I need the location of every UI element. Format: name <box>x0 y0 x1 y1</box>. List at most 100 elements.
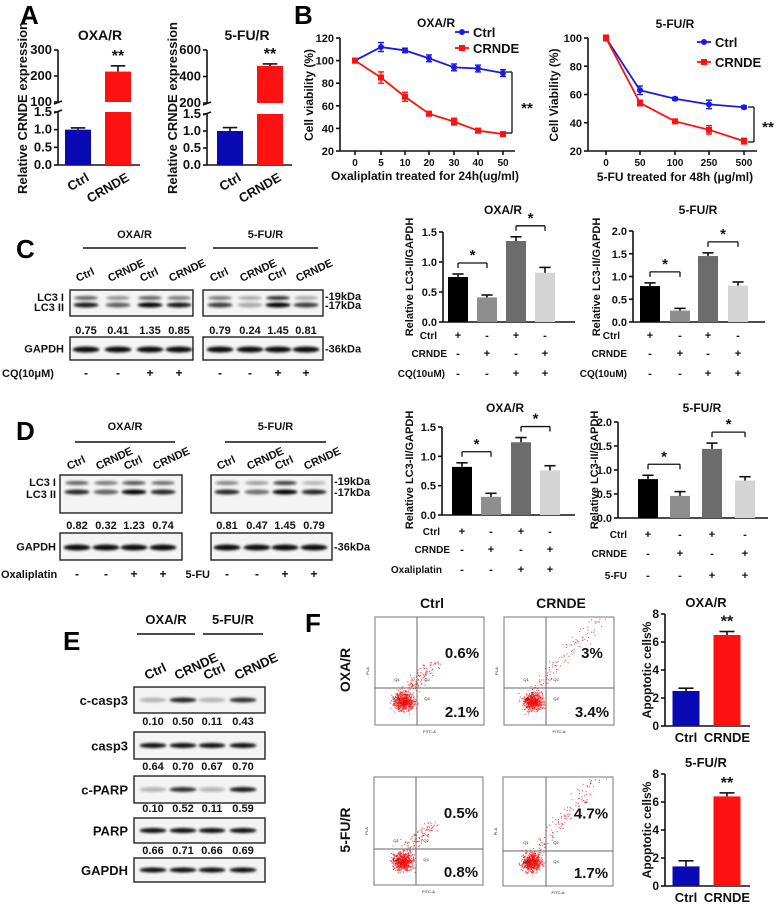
flow-event-dot <box>392 704 394 706</box>
flow-event-dot <box>532 860 534 862</box>
condition-mark: - <box>456 348 460 360</box>
flow-event-dot <box>580 628 582 630</box>
gate-label: Q4 <box>553 696 559 701</box>
chart-title: 5-FU/R <box>656 17 695 31</box>
flow-event-dot <box>405 841 407 843</box>
flow-event-dot <box>533 701 535 703</box>
flow-event-dot <box>398 707 400 709</box>
flow-event-dot <box>396 866 398 868</box>
lane-label: CRNDE <box>302 445 343 472</box>
flow-event-dot <box>541 691 543 693</box>
protein-band <box>229 787 257 792</box>
flow-event-dot <box>436 661 438 663</box>
flow-event-dot <box>399 853 401 855</box>
flow-event-dot <box>539 702 541 704</box>
flow-event-dot <box>404 706 406 708</box>
flow-event-dot <box>403 695 405 697</box>
series-crnde <box>603 34 747 145</box>
flow-event-dot <box>409 704 411 706</box>
protein-band <box>169 867 197 873</box>
flow-event-dot <box>404 866 406 868</box>
condition-mark: + <box>645 529 651 541</box>
flow-event-dot <box>531 705 533 707</box>
flow-event-dot <box>537 863 539 865</box>
series-crnde <box>352 57 506 138</box>
flow-event-dot <box>399 706 401 708</box>
flow-event-dot <box>536 708 538 710</box>
flow-event-dot <box>426 672 428 674</box>
bar <box>670 495 690 518</box>
protein-band <box>198 743 226 748</box>
flow-event-dot <box>415 676 417 678</box>
x-tick-label: 5 <box>378 158 384 169</box>
x-category-label: CRNDE <box>84 169 132 205</box>
flow-event-dot <box>400 696 402 698</box>
flow-event-dot <box>423 668 425 670</box>
flow-event-dot <box>400 691 402 693</box>
flow-event-dot <box>394 869 396 871</box>
condition-label: 5-FU <box>605 571 627 582</box>
flow-event-dot <box>527 869 529 871</box>
flow-event-dot <box>395 693 397 695</box>
flow-event-dot <box>398 857 400 859</box>
flow-event-dot <box>557 660 559 662</box>
flow-event-dot <box>537 698 539 700</box>
flow-event-dot <box>418 684 420 686</box>
flow-event-dot <box>403 843 405 845</box>
flow-event-dot <box>542 863 544 865</box>
flow-event-dot <box>408 698 410 700</box>
flow-event-dot <box>396 858 398 860</box>
chart-title: 5-FU/R <box>683 401 722 415</box>
flow-event-dot <box>543 865 545 867</box>
y-tick-label: 120 <box>316 33 334 45</box>
marker-36kda: -36kDa <box>325 344 362 356</box>
flow-event-dot <box>398 868 400 870</box>
flow-event-dot <box>398 866 400 868</box>
flow-event-dot <box>532 693 534 695</box>
flow-event-dot <box>523 864 525 866</box>
flow-event-dot <box>533 860 535 862</box>
y-tick-label: 300 <box>30 42 52 57</box>
flow-event-dot <box>533 692 535 694</box>
flow-event-dot <box>530 696 532 698</box>
flow-event-dot <box>406 869 408 871</box>
flow-event-dot <box>407 846 409 848</box>
flow-event-dot <box>396 854 398 856</box>
flow-event-dot <box>402 706 404 708</box>
treatment-mark: - <box>116 366 120 380</box>
panel-label-e: E <box>63 626 80 656</box>
flow-event-dot <box>402 691 404 693</box>
flow-event-dot <box>529 696 531 698</box>
flow-event-dot <box>525 699 527 701</box>
condition-mark: - <box>678 330 682 342</box>
flow-event-dot <box>585 801 587 803</box>
flow-event-dot <box>563 814 565 816</box>
significance-bracket: ** <box>748 106 774 143</box>
flow-event-dot <box>392 700 394 702</box>
condition-mark: - <box>485 330 489 342</box>
flow-event-dot <box>431 669 433 671</box>
flow-event-dot <box>400 697 402 699</box>
flow-event-dot <box>591 619 593 621</box>
flow-event-dot <box>408 702 410 704</box>
flow-event-dot <box>401 695 403 697</box>
treatment-mark: - <box>218 366 222 380</box>
flow-event-dot <box>535 860 537 862</box>
flow-event-dot <box>539 865 541 867</box>
flow-event-dot <box>530 695 532 697</box>
flow-event-dot <box>424 674 426 676</box>
flow-event-dot <box>392 858 394 860</box>
flow-event-dot <box>527 872 529 874</box>
flow-event-dot <box>401 867 403 869</box>
bar-upper-segment <box>257 65 283 103</box>
flow-event-dot <box>578 645 580 647</box>
row-label: c-casp3 <box>80 693 128 708</box>
flow-event-dot <box>530 862 532 864</box>
y-tick-label: 0 <box>652 719 659 733</box>
flow-event-dot <box>412 707 414 709</box>
flow-event-dot <box>561 656 563 658</box>
flow-event-dot <box>527 701 529 703</box>
significance-marker: ** <box>112 48 125 65</box>
flow-event-dot <box>405 703 407 705</box>
flow-event-dot <box>569 644 571 646</box>
